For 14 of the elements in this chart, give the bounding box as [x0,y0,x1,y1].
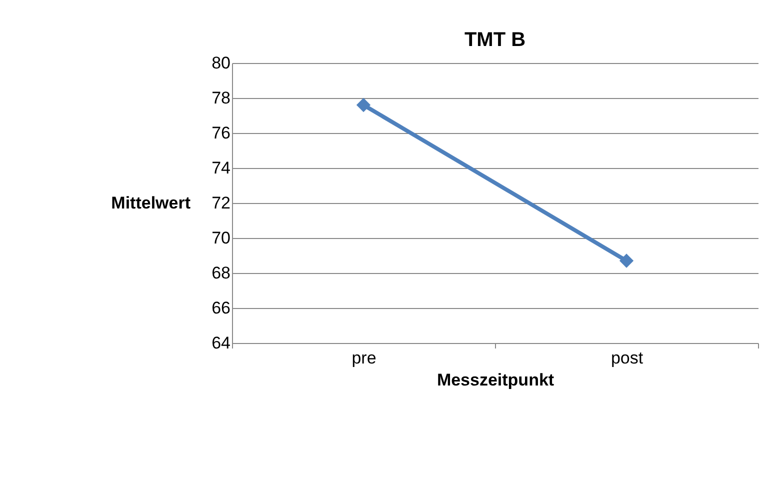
y-tick-label: 78 [212,88,230,108]
y-axis-title: Mittelwert [111,194,191,212]
x-axis-title: Messzeitpunkt [436,370,554,390]
y-tick-label: 68 [212,264,230,282]
y-tick-label: 72 [212,194,230,212]
chart-title: TMT B [464,29,526,51]
y-tick-label: 74 [212,158,230,178]
y-tick-label: 70 [212,228,230,248]
y-tick-label: 64 [212,334,230,352]
y-tick-label: 76 [212,124,230,142]
x-tick-label: post [610,348,644,368]
y-tick-label: 66 [212,298,230,318]
x-tick-label: pre [352,348,376,368]
y-tick-label: 80 [212,54,230,72]
